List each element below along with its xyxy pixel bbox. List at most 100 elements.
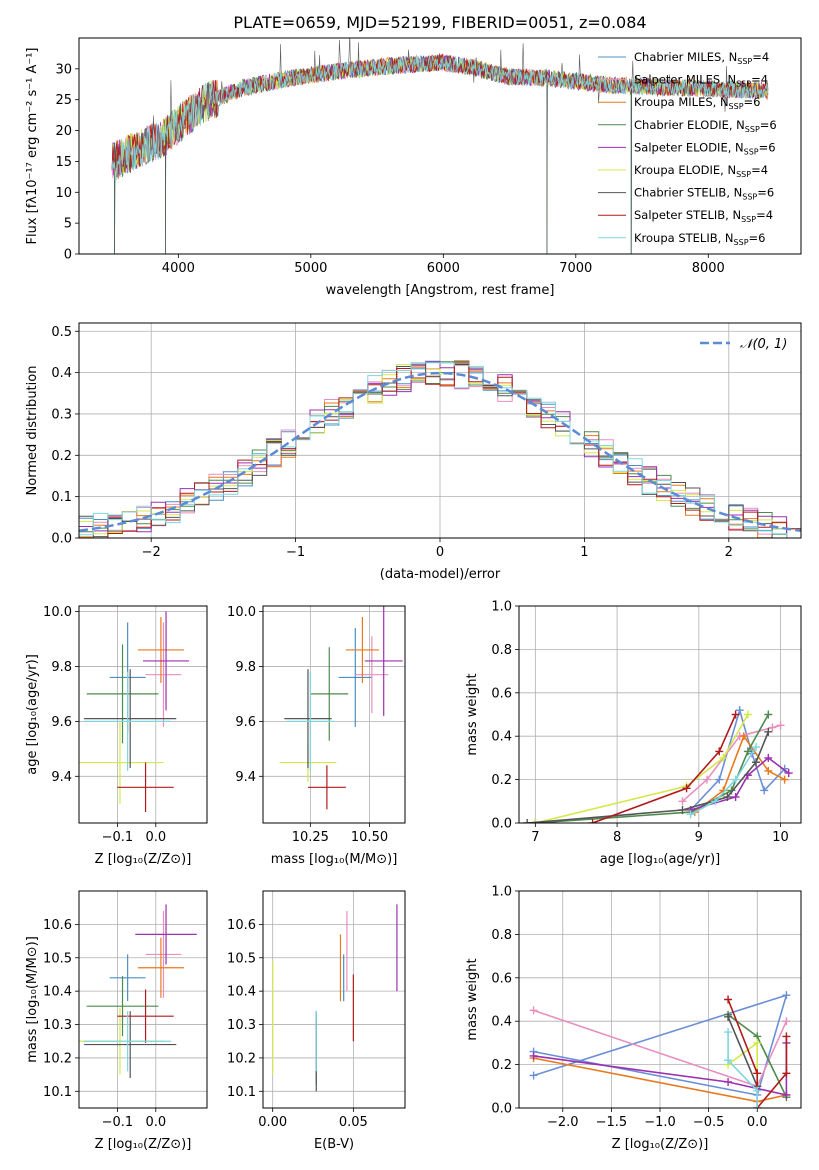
y-tick-label: 10.1	[43, 1085, 72, 1100]
y-tick-label: 0.0	[491, 817, 512, 832]
x-tick-label: 8	[613, 830, 621, 845]
weight-marker	[776, 721, 785, 730]
spectrum-line	[111, 38, 769, 254]
weight-line	[690, 707, 786, 811]
weight-marker	[764, 753, 773, 762]
x-tick-label: 2	[725, 545, 733, 560]
legend-nssp: =4	[752, 50, 769, 64]
weight-marker	[782, 1069, 791, 1078]
weight-marker	[523, 819, 532, 823]
weight-marker	[529, 1051, 538, 1060]
y-tick-label: 0.8	[491, 928, 512, 943]
y-tick-label: 0	[64, 248, 72, 263]
weight-marker	[752, 743, 761, 752]
axes-frame	[78, 37, 802, 255]
spectrum-line	[111, 55, 769, 181]
weight-series	[678, 721, 785, 806]
x-tick-label: 1	[580, 545, 588, 560]
y-tick-label: 10.3	[227, 1018, 256, 1033]
y-tick-label: 10.6	[43, 918, 72, 933]
errorbar-point	[284, 669, 332, 769]
weight-line	[727, 999, 788, 1108]
x-tick-label: −0.1	[102, 1115, 134, 1130]
weight-marker	[719, 753, 728, 762]
x-axis-label: mass [log₁₀(M/M⊙)]	[271, 852, 398, 867]
legend-nssp: =6	[757, 186, 774, 200]
y-tick-label: 25	[55, 93, 72, 108]
legend-nssp: =6	[759, 140, 776, 154]
legend-label: Chabrier ELODIE, NSSP=6	[634, 118, 777, 134]
weight-series	[523, 727, 773, 823]
y-tick-label: 9.8	[51, 660, 72, 675]
weight-marker	[731, 710, 740, 719]
weight-line	[727, 1016, 758, 1087]
legend-label: Salpeter MILES, NSSP=4	[634, 73, 768, 89]
legend-subscript: SSP	[729, 102, 744, 111]
y-tick-label: 10.3	[43, 1018, 72, 1033]
x-tick-label: −1.0	[644, 1115, 676, 1130]
spectrum-lines	[111, 38, 769, 254]
errorbar-point	[84, 1011, 177, 1078]
weight-marker	[743, 710, 752, 719]
errorbar-point	[109, 954, 146, 1002]
legend-subscript: SSP	[741, 215, 756, 224]
y-tick-label: 0.4	[491, 1015, 512, 1030]
legend-nssp: =4	[751, 73, 768, 87]
x-tick-label: 0.00	[258, 1115, 287, 1130]
axes-frame	[262, 890, 406, 1109]
errorbar-point	[310, 647, 349, 741]
x-axis-label: age [log₁₀(age/yr)]	[600, 852, 721, 867]
x-tick-label: 4000	[162, 261, 195, 276]
weight-series	[724, 1028, 762, 1108]
weight-marker	[753, 1104, 762, 1108]
weight-marker	[682, 784, 691, 793]
weight-marker	[529, 1006, 538, 1015]
weight-marker	[715, 775, 724, 784]
weight-line	[690, 746, 757, 816]
residuals-panel: −2 −1 0 1 2 0.0 0.1 0.2 0.3 0.4 0.5 (data-model)/er…	[25, 322, 802, 582]
y-axis-label: Flux [fλ10⁻¹⁷ erg cm⁻² s⁻¹ A⁻¹]	[25, 48, 40, 245]
y-tick-label: 10.4	[43, 985, 72, 1000]
weight-marker	[764, 710, 773, 719]
y-tick-label: 9.6	[51, 715, 72, 730]
errorbar-point	[84, 671, 172, 771]
x-tick-label: −2	[142, 545, 161, 560]
y-tick-label: 1.0	[491, 885, 512, 900]
weight-marker	[529, 1071, 538, 1080]
weight-line	[533, 993, 788, 1096]
weight-marker	[724, 1012, 733, 1021]
histogram-step	[79, 363, 801, 538]
age_weights-panel: 7 8 9 10 0.0 0.2 0.4 0.6 0.8 1.0 age [log₁₀(age/yr…	[465, 600, 802, 867]
reference-legend-label: 𝒩(0, 1)	[740, 337, 787, 352]
x-tick-label: −1.5	[596, 1115, 628, 1130]
axes-frame	[518, 605, 802, 824]
weight-marker	[686, 810, 695, 819]
legend-subscript: SSP	[736, 80, 751, 89]
weight-marker	[782, 1017, 791, 1026]
y-tick-label: 10.5	[227, 951, 256, 966]
weight-series	[588, 710, 740, 823]
x-axis-label: Z [log₁₀(Z/Z⊙)]	[95, 852, 192, 867]
y-tick-label: 10.0	[43, 605, 72, 620]
weight-marker	[711, 797, 720, 806]
x-tick-label: 8000	[692, 261, 725, 276]
weight-marker	[731, 775, 740, 784]
y-tick-label: 10.1	[227, 1085, 256, 1100]
z_vs_mass-panel: −0.1 0.0 10.1 10.2 10.3 10.4 10.5 10.6 Z [log₁₀(…	[25, 890, 208, 1152]
weight-lines	[529, 991, 791, 1108]
errorbar-point	[117, 762, 174, 813]
histogram-step	[79, 362, 801, 538]
weight-marker	[753, 1038, 762, 1047]
errorbars	[79, 611, 190, 813]
y-tick-label: 10.5	[43, 951, 72, 966]
y-tick-label: 9.8	[235, 660, 256, 675]
weight-marker	[782, 1090, 791, 1099]
errorbar-point	[286, 671, 334, 771]
y-tick-label: 0.5	[51, 325, 72, 340]
y-tick-label: 0.1	[51, 490, 72, 505]
y-tick-label: 9.4	[51, 770, 72, 785]
x-tick-label: 7	[531, 830, 539, 845]
axes-frame	[262, 605, 406, 824]
normal-reference-curve	[79, 371, 801, 533]
